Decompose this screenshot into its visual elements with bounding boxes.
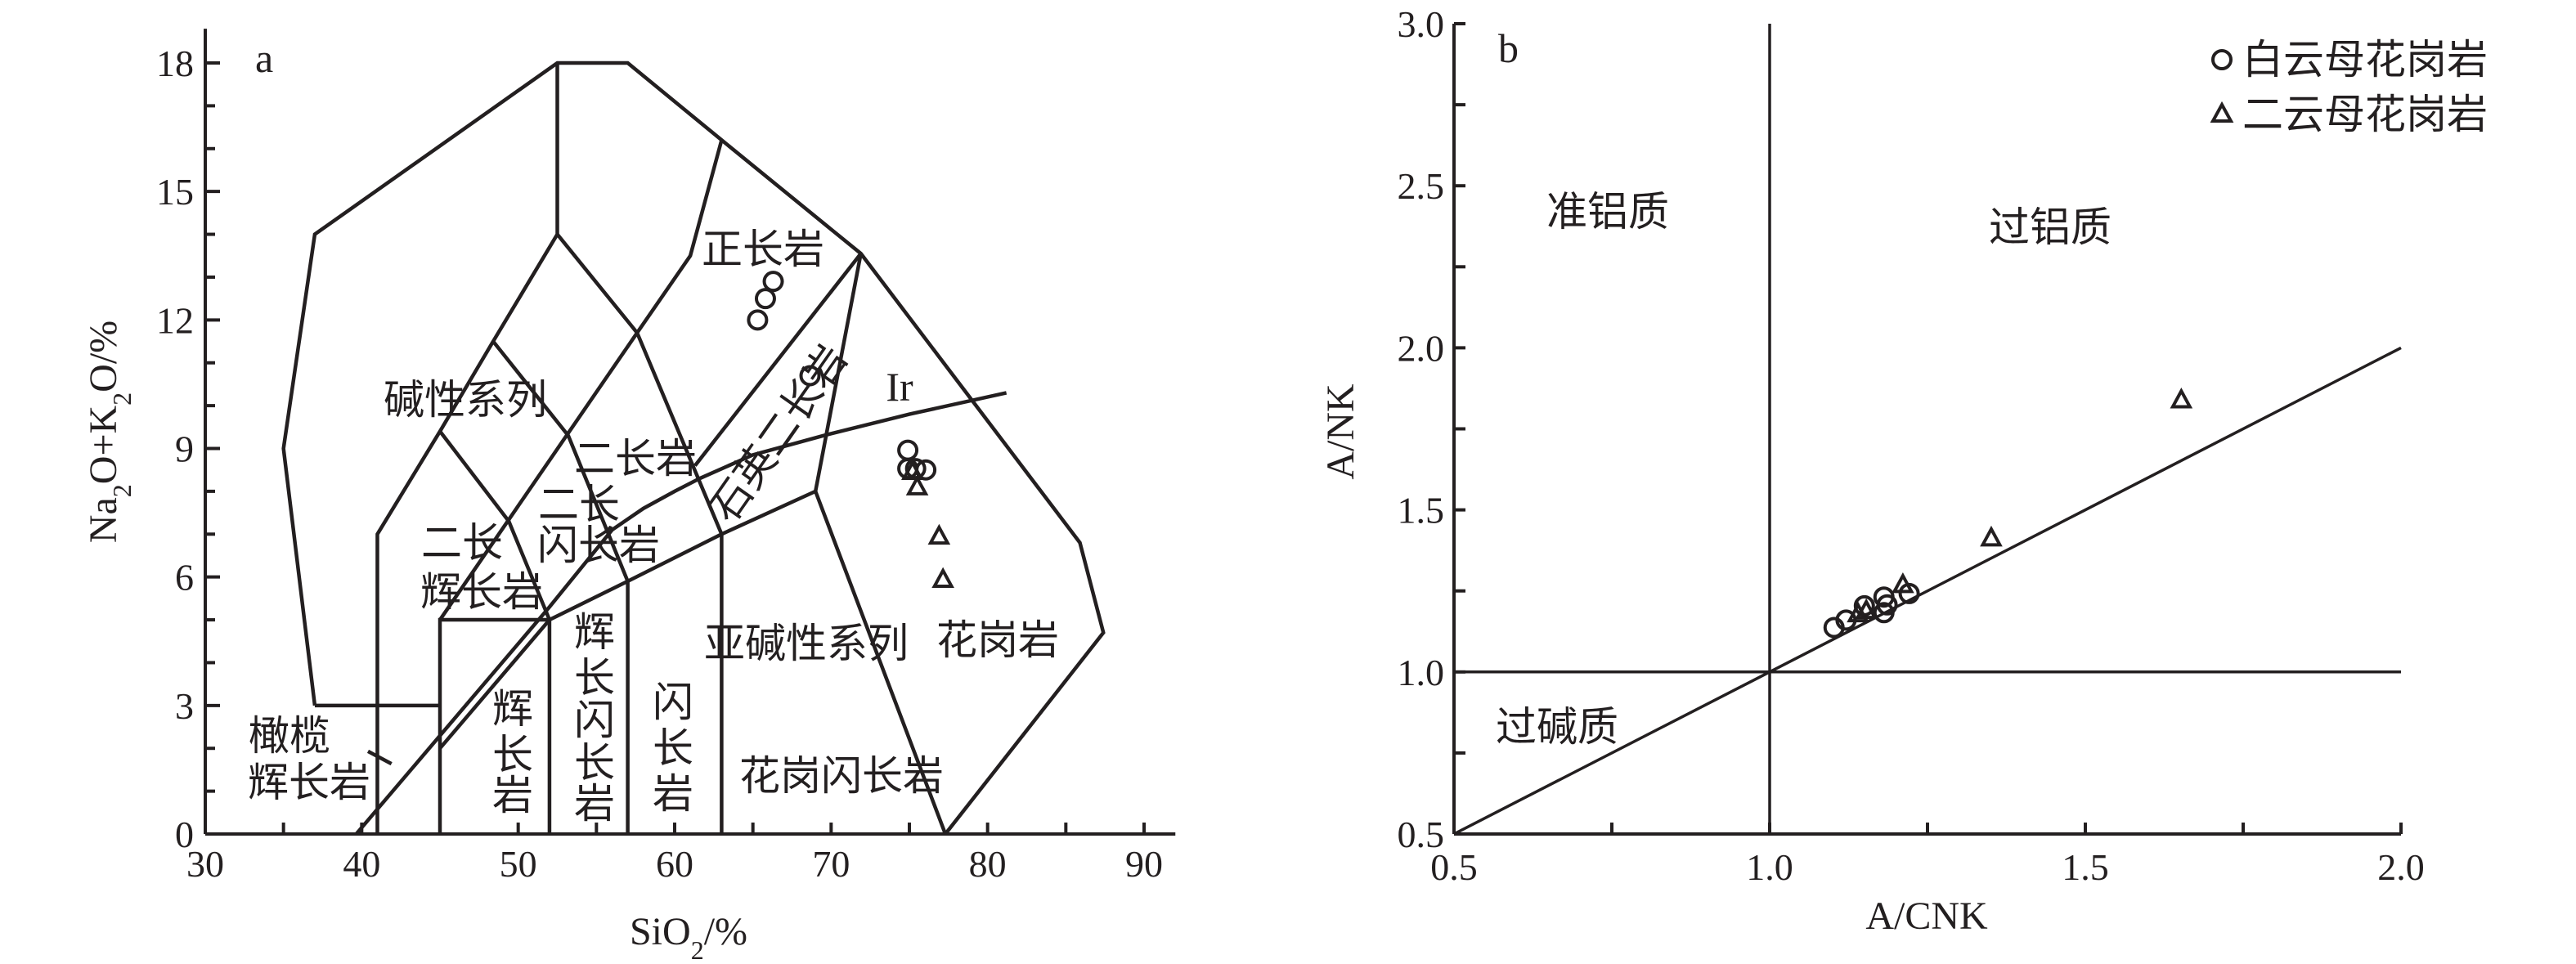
panel-b-axes: 0.5 1.0 1.5 2.0 0.5 1.0 1.5 2.0 2.5 3.0 <box>1398 3 2425 888</box>
label-monzodiorite-2: 闪长岩 <box>537 522 660 568</box>
data-point-circle <box>747 309 769 331</box>
data-point-triangle <box>1980 525 2003 547</box>
data-point-triangle <box>1892 572 1914 594</box>
label-gabbrodiorite-char: 长 <box>574 740 615 786</box>
x-tick-label: 80 <box>969 843 1007 885</box>
label-gabbrodiorite-char: 长 <box>574 655 615 701</box>
field-boundary-line <box>693 252 863 467</box>
panel-b-acnk-ank-diagram: b 0.5 1.0 1.5 2.0 0.5 1.0 1.5 2.0 2.5 3.0 准铝质 过铝质… <box>1319 3 2488 938</box>
legend: 白云母花岗岩 二云母花岗岩 <box>2210 37 2488 137</box>
y-tick-label: 2.0 <box>1398 327 1445 369</box>
label-irvine: Ir <box>886 364 913 410</box>
data-point-circle <box>762 271 784 293</box>
x-tick-label: 50 <box>500 843 537 885</box>
data-point-triangle <box>927 523 951 545</box>
label-alkaline-series: 碱性系列 <box>384 377 547 423</box>
label-gabbro-char: 长 <box>492 732 533 778</box>
label-gabbrodiorite-char: 闪 <box>574 697 615 743</box>
x-tick-label: 60 <box>656 843 693 885</box>
data-point-triangle <box>931 567 954 589</box>
y-tick-label: 12 <box>156 299 194 341</box>
panel-a-letter: a <box>255 35 273 81</box>
label-diorite-char: 岩 <box>653 771 693 817</box>
label-olivine-gabbro-2: 辉长岩 <box>248 760 370 805</box>
panel-a-x-axis-label: SiO2/% <box>630 910 747 964</box>
data-point-triangle <box>901 459 924 481</box>
field-boundary-line <box>813 253 863 492</box>
label-monzogabbro-2: 辉长岩 <box>420 569 543 615</box>
label-granite: 花岗岩 <box>936 617 1059 663</box>
x-tick-label: 2.0 <box>2377 846 2425 888</box>
field-boundary-line <box>366 749 393 766</box>
panel-a-y-axis-label: Na2O+K2O/% <box>82 321 137 543</box>
field-boundary-line <box>491 340 630 834</box>
x-tick-label: 90 <box>1125 843 1163 885</box>
data-point-triangle <box>2170 388 2193 409</box>
x-tick-label: 1.5 <box>2062 846 2109 888</box>
label-monzonite: 二长岩 <box>574 436 697 482</box>
tas-field-boundaries <box>281 61 1106 836</box>
legend-entry-two-mica-granite: 二云母花岗岩 <box>2242 92 2488 137</box>
y-tick-label: 1.0 <box>1398 652 1445 693</box>
y-tick-label: 3.0 <box>1398 3 1445 45</box>
legend-triangle-marker <box>2210 101 2234 123</box>
y-tick-label: 3 <box>175 685 194 727</box>
label-olivine-gabbro-1: 橄榄 <box>249 713 330 759</box>
label-monzogabbro-1: 二长 <box>421 520 503 566</box>
field-boundary-line <box>555 139 724 336</box>
label-gabbrodiorite-char: 辉 <box>574 609 615 655</box>
field-boundary-line <box>438 331 639 621</box>
legend-entry-muscovite-granite: 白云母花岗岩 <box>2242 37 2488 83</box>
y-tick-label: 2.5 <box>1398 165 1445 207</box>
y-tick-label: 18 <box>156 43 194 84</box>
data-point-triangle <box>1847 601 1869 623</box>
legend-circle-marker <box>2211 49 2233 70</box>
label-gabbro-char: 岩 <box>492 773 533 818</box>
data-point-circle <box>1876 594 1898 616</box>
y-tick-label: 9 <box>175 428 194 470</box>
label-gabbrodiorite-char: 岩 <box>574 781 615 827</box>
y-tick-label: 0 <box>175 814 194 855</box>
label-diorite-char: 闪 <box>653 679 693 725</box>
x-tick-label: 1.0 <box>1746 846 1793 888</box>
y-tick-label: 0.5 <box>1398 814 1445 855</box>
x-tick-label: 40 <box>343 843 380 885</box>
field-boundary-line <box>281 61 1106 836</box>
data-point-triangle <box>905 474 929 495</box>
data-point-circle <box>754 288 776 310</box>
panel-b-points <box>1823 388 2193 639</box>
reference-line <box>1453 346 2402 836</box>
y-tick-label: 15 <box>156 171 194 213</box>
field-boundary-line <box>375 63 559 834</box>
panel-b-y-axis-label: A/NK <box>1319 383 1362 480</box>
data-point-triangle <box>1855 598 1878 620</box>
label-monzodiorite-1: 二长 <box>538 482 620 527</box>
y-tick-label: 6 <box>175 557 194 599</box>
data-point-circle <box>799 365 821 387</box>
field-boundary-line <box>438 618 551 750</box>
label-granodiorite: 花岗闪长岩 <box>739 753 944 799</box>
field-boundary-line <box>438 430 552 834</box>
data-point-circle <box>897 439 919 461</box>
label-peraluminous: 过铝质 <box>1989 204 2112 250</box>
panel-b-letter: b <box>1498 25 1519 71</box>
x-tick-label: 70 <box>812 843 850 885</box>
panel-a-points <box>747 271 954 589</box>
label-syenite: 正长岩 <box>702 226 824 272</box>
label-metaluminous: 准铝质 <box>1546 189 1669 235</box>
x-tick-label: 0.5 <box>1430 846 1478 888</box>
irvine-boundary-curve <box>354 391 1008 836</box>
x-tick-label: 30 <box>186 843 224 885</box>
label-peralkaline: 过碱质 <box>1496 704 1618 750</box>
label-gabbro-char: 辉 <box>492 686 533 732</box>
panel-b-x-axis-label: A/CNK <box>1865 895 1988 938</box>
panel-a-axes: 30 40 50 60 70 80 90 0 3 6 9 12 15 18 <box>156 29 1176 885</box>
y-tick-label: 1.5 <box>1398 490 1445 531</box>
label-subalkaline-series: 亚碱性系列 <box>704 621 909 666</box>
acnk-reference-lines <box>1453 24 2402 836</box>
label-diorite-char: 长 <box>653 725 693 771</box>
